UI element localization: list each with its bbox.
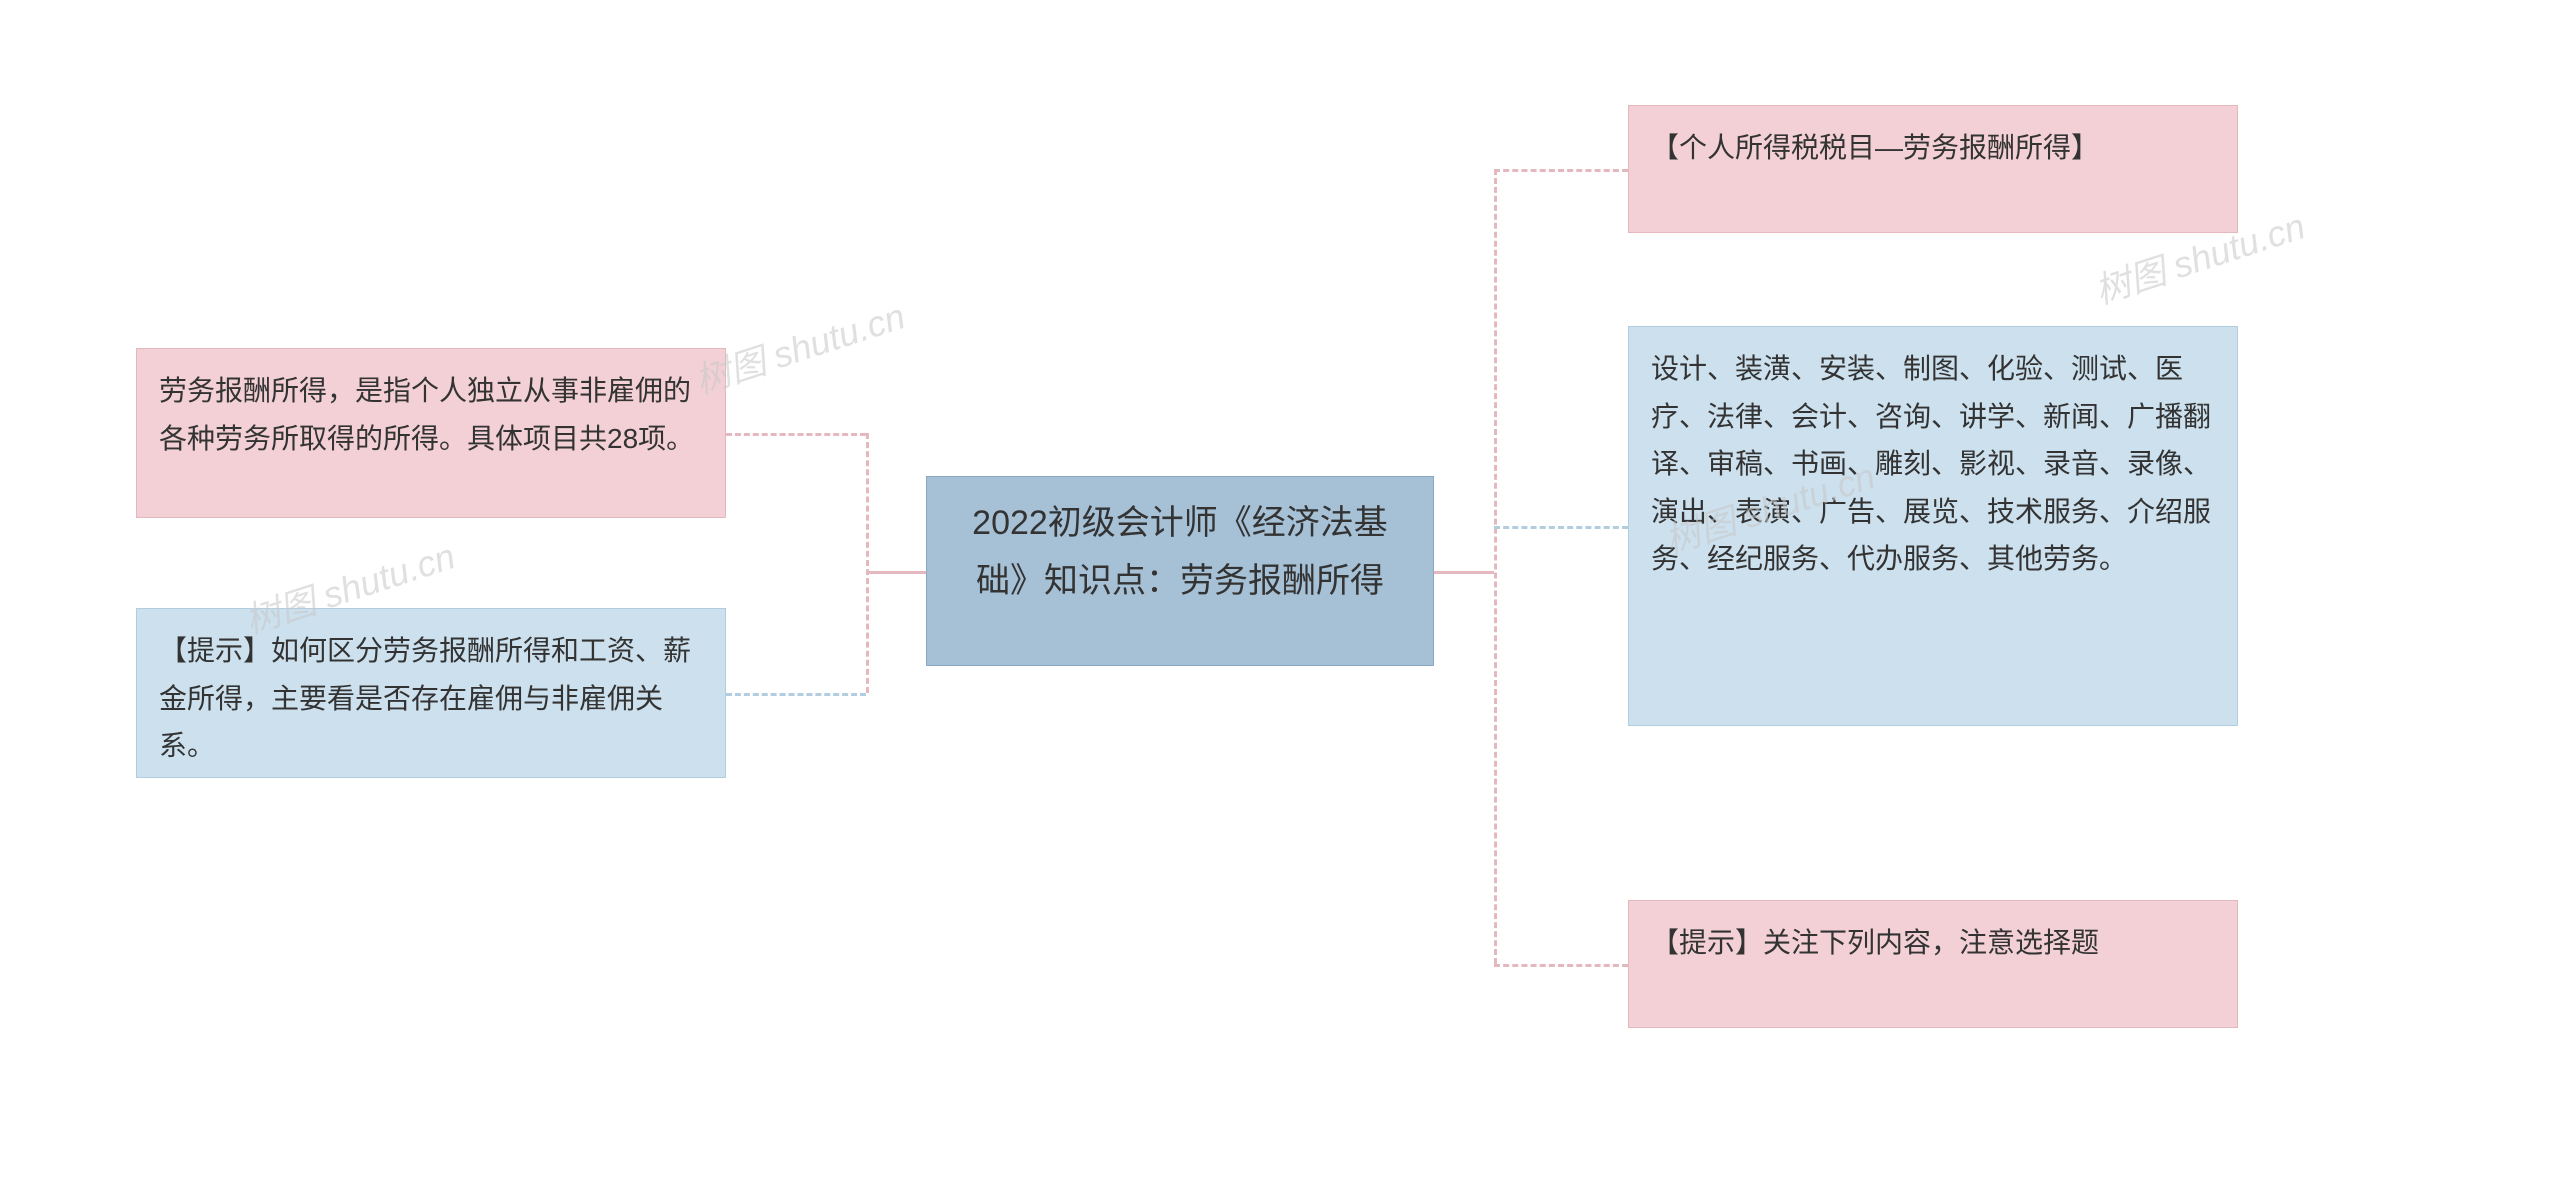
connector-left-bottom — [726, 693, 866, 696]
connector-right-top — [1494, 169, 1628, 172]
left-definition-node: 劳务报酬所得，是指个人独立从事非雇佣的各种劳务所取得的所得。具体项目共28项。 — [136, 348, 726, 518]
connector-left-trunk — [866, 433, 869, 693]
connector-left-top — [726, 433, 866, 436]
center-node: 2022初级会计师《经济法基础》知识点：劳务报酬所得 — [926, 476, 1434, 666]
connector-right-bottom — [1494, 964, 1628, 967]
connector-right-stub — [1434, 571, 1494, 574]
right-header-node: 【个人所得税税目—劳务报酬所得】 — [1628, 105, 2238, 233]
left-tip-node: 【提示】如何区分劳务报酬所得和工资、薪金所得，主要看是否存在雇佣与非雇佣关系。 — [136, 608, 726, 778]
connector-right-trunk — [1494, 169, 1497, 964]
connector-right-mid — [1494, 526, 1628, 529]
right-tip-node: 【提示】关注下列内容，注意选择题 — [1628, 900, 2238, 1028]
right-list-node: 设计、装潢、安装、制图、化验、测试、医疗、法律、会计、咨询、讲学、新闻、广播翻译… — [1628, 326, 2238, 726]
connector-left-stub — [866, 571, 926, 574]
